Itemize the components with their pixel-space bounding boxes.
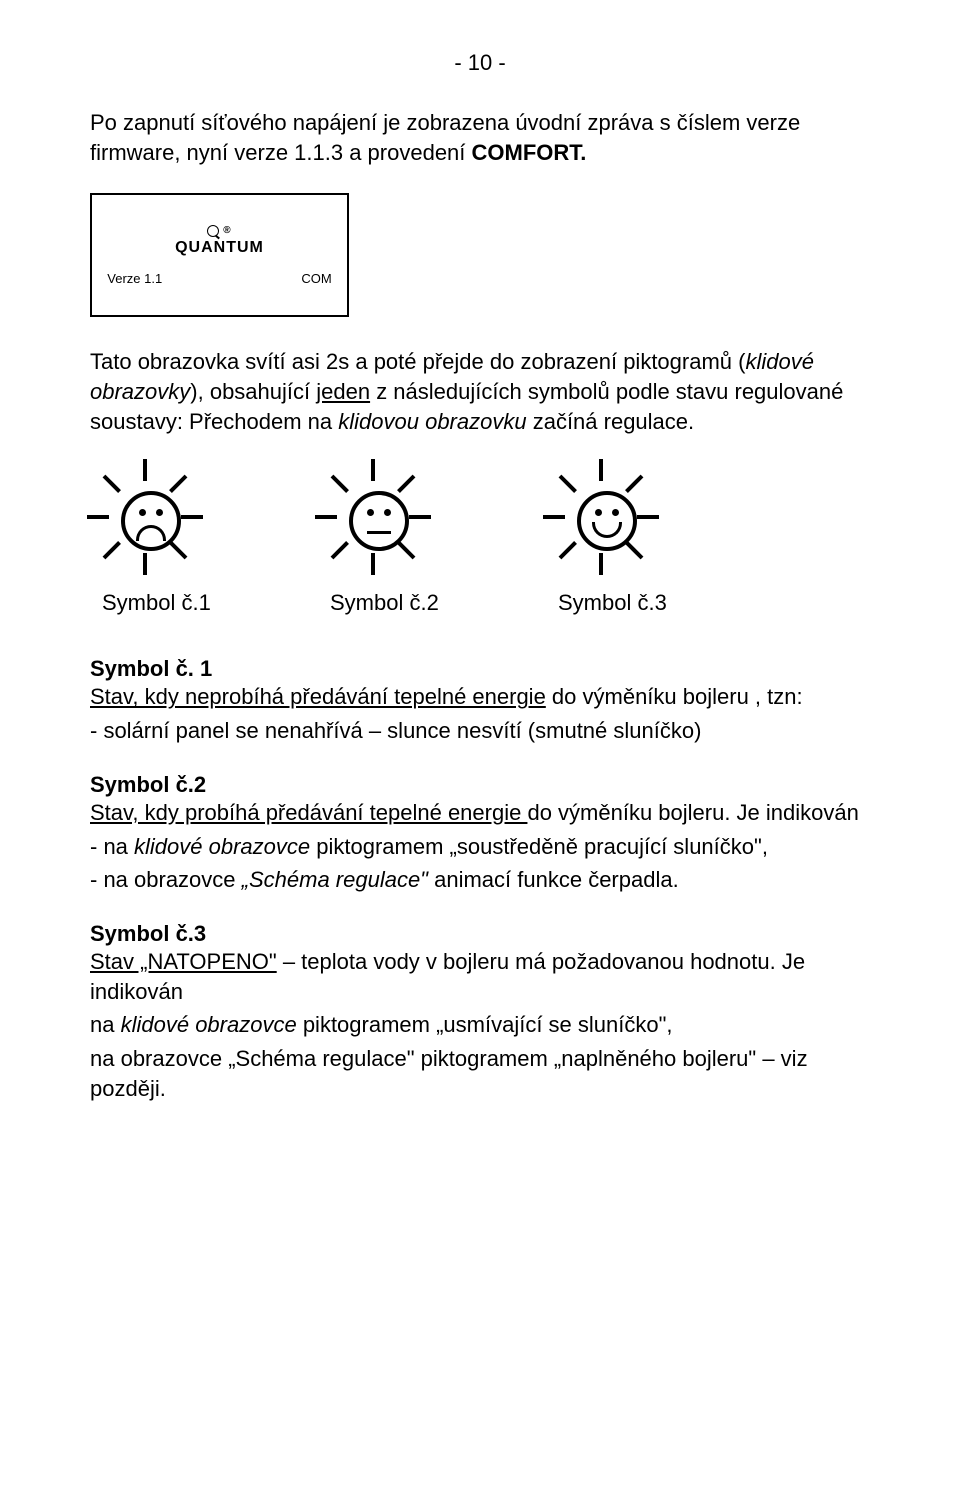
sun-sad-icon	[92, 462, 202, 572]
brand-name: QUANTUM	[175, 239, 264, 257]
sym1-bullet: - solární panel se nenahřívá – slunce ne…	[90, 716, 870, 746]
lcd-screenshot: ® QUANTUM Verze 1.1 COM	[90, 193, 349, 317]
sun-neutral-icon	[320, 462, 430, 572]
document-page: - 10 - Po zapnutí síťového napájení je z…	[0, 0, 960, 1494]
sym3-b2: na obrazovce „Schéma regulace" piktogram…	[90, 1044, 870, 1103]
sym3-b1: na klidové obrazovce piktogramem „usmíva…	[90, 1010, 870, 1040]
intro-paragraph: Po zapnutí síťového napájení je zobrazen…	[90, 108, 870, 167]
q-logo-icon	[207, 225, 219, 237]
lcd-bottom-row: Verze 1.1 COM	[107, 271, 331, 286]
symbol-labels-row: Symbol č.1 Symbol č.2 Symbol č.3	[102, 590, 870, 616]
sym3-line: Stav „NATOPENO" – teplota vody v bojleru…	[90, 947, 870, 1006]
sym1-line: Stav, kdy neprobíhá předávání tepelné en…	[90, 682, 870, 712]
lcd-version: Verze 1.1	[107, 271, 162, 286]
sym1-heading: Symbol č. 1	[90, 656, 870, 682]
sym2-b2: - na obrazovce „Schéma regulace" animací…	[90, 865, 870, 895]
sym3-heading: Symbol č.3	[90, 921, 870, 947]
reg-mark: ®	[223, 225, 231, 236]
label-symbol-3: Symbol č.3	[558, 590, 668, 616]
sym2-b1: - na klidové obrazovce piktogramem „sous…	[90, 832, 870, 862]
lcd-logo: ® QUANTUM	[175, 225, 264, 257]
page-number: - 10 -	[90, 50, 870, 76]
label-symbol-2: Symbol č.2	[330, 590, 440, 616]
lcd-mode: COM	[301, 271, 331, 286]
sym2-line: Stav, kdy probíhá předávání tepelné ener…	[90, 798, 870, 828]
label-symbol-1: Symbol č.1	[102, 590, 212, 616]
sun-happy-icon	[548, 462, 658, 572]
symbols-row	[92, 462, 870, 572]
explain-paragraph: Tato obrazovka svítí asi 2s a poté přejd…	[90, 347, 870, 436]
sym2-heading: Symbol č.2	[90, 772, 870, 798]
